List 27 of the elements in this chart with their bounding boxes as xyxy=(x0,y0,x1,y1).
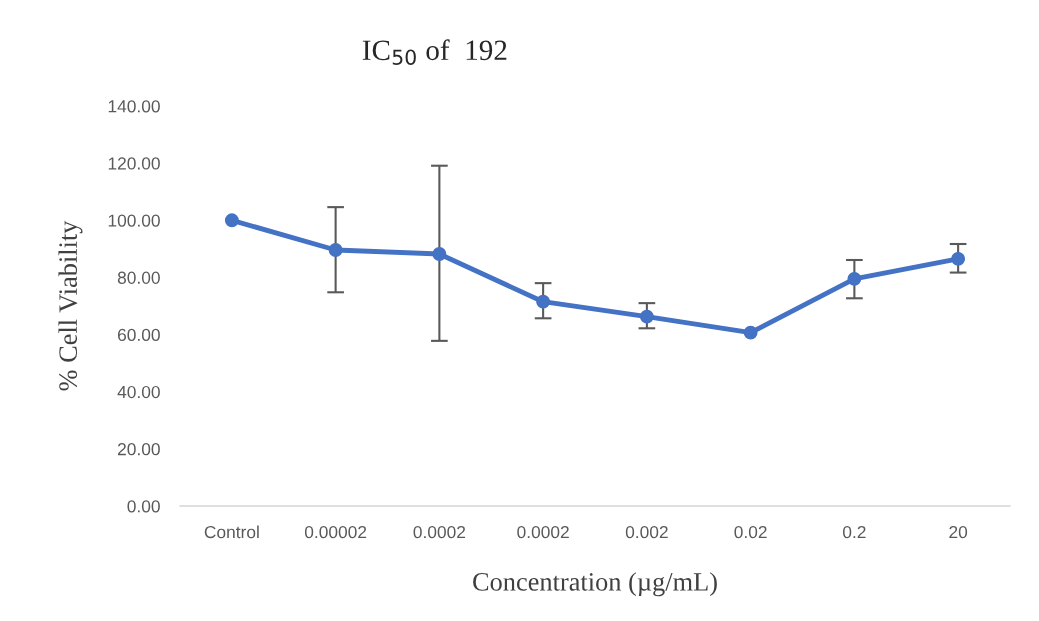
x-tick-label: 0.00002 xyxy=(304,525,367,539)
point xyxy=(224,213,239,228)
y-tick-label: 0.00 xyxy=(127,500,160,513)
x-tick-label: 0.002 xyxy=(625,525,668,539)
x-tick-label: 20 xyxy=(949,525,968,539)
point xyxy=(432,247,447,261)
point xyxy=(743,325,758,340)
y-tick-label: 80.00 xyxy=(117,271,160,284)
point xyxy=(951,251,966,266)
x-tick-label: 0.0002 xyxy=(413,525,466,539)
x-axis-title: Concentration (µg/mL) xyxy=(473,572,717,597)
x-tick-label: Control xyxy=(204,525,259,539)
y-axis-title: % Cell Viability xyxy=(58,220,83,391)
chart-title: IC$_{50}$ of 192 xyxy=(362,39,507,65)
y-tick-label: 20.00 xyxy=(117,443,160,456)
y-tick-label: 100.00 xyxy=(108,214,160,227)
x-tick-label: 0.02 xyxy=(734,525,767,539)
y-tick-label: 60.00 xyxy=(118,328,160,342)
y-tick-label: 40.00 xyxy=(117,385,160,399)
point xyxy=(639,309,654,324)
x-tick-label: 0.2 xyxy=(842,525,866,539)
point xyxy=(847,271,862,286)
x-tick-label: 0.0002 xyxy=(517,525,569,539)
y-tick-label: 120.00 xyxy=(108,157,160,170)
y-tick-label: 140.00 xyxy=(108,100,160,113)
point xyxy=(536,294,551,309)
point xyxy=(328,243,343,257)
